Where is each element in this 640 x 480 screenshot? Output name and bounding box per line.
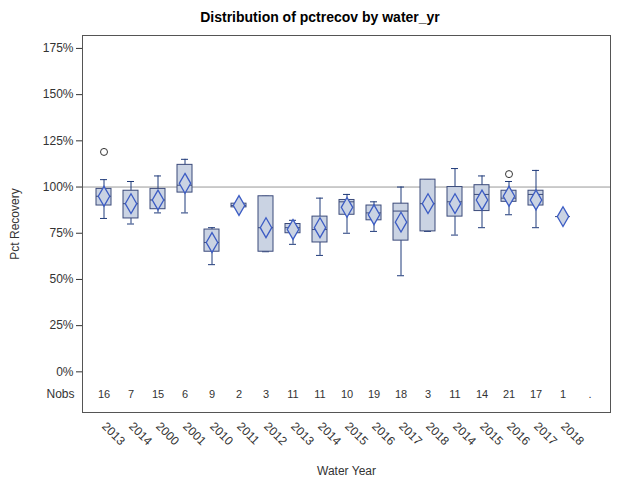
svg-text:175%: 175% [43,41,74,55]
svg-text:2015: 2015 [477,419,506,448]
svg-text:7: 7 [128,388,134,400]
svg-text:2017: 2017 [531,419,560,448]
svg-text:2014: 2014 [126,419,155,448]
svg-text:2010: 2010 [207,419,236,448]
svg-text:.: . [588,388,591,400]
svg-text:2016: 2016 [504,419,533,448]
svg-text:2013: 2013 [288,419,317,448]
svg-text:9: 9 [209,388,215,400]
svg-text:100%: 100% [43,180,74,194]
svg-text:18: 18 [395,388,407,400]
svg-text:21: 21 [503,388,515,400]
svg-text:2: 2 [236,388,242,400]
svg-text:6: 6 [182,388,188,400]
svg-text:2014: 2014 [315,419,344,448]
svg-text:0%: 0% [56,365,74,379]
svg-text:2018: 2018 [558,419,587,448]
svg-text:1: 1 [560,388,566,400]
svg-text:Water Year: Water Year [317,464,376,478]
svg-text:16: 16 [98,388,110,400]
svg-text:2013: 2013 [99,419,128,448]
svg-text:2011: 2011 [234,419,262,447]
svg-text:75%: 75% [49,226,73,240]
svg-text:Pct Recovery: Pct Recovery [8,188,22,259]
svg-text:11: 11 [314,388,325,400]
svg-text:10: 10 [341,388,353,400]
svg-text:2014: 2014 [450,419,479,448]
svg-text:2012: 2012 [261,419,290,448]
svg-text:50%: 50% [49,272,73,286]
svg-text:11: 11 [287,388,298,400]
svg-text:25%: 25% [49,318,73,332]
svg-text:17: 17 [530,388,542,400]
svg-text:3: 3 [425,388,431,400]
html-text:Distribution of pctrecov by wa: Distribution of pctrecov by water_yr [200,9,440,25]
svg-text:2015: 2015 [342,419,371,448]
svg-text:19: 19 [368,388,380,400]
svg-text:2016: 2016 [369,419,398,448]
svg-text:11: 11 [449,388,460,400]
svg-text:15: 15 [152,388,164,400]
svg-text:3: 3 [263,388,269,400]
svg-text:Nobs: Nobs [46,387,74,401]
svg-text:2001: 2001 [180,419,209,448]
svg-text:2017: 2017 [396,419,425,448]
svg-text:2018: 2018 [423,419,452,448]
svg-text:2000: 2000 [153,419,182,448]
svg-text:14: 14 [476,388,488,400]
svg-text:125%: 125% [43,134,74,148]
svg-text:150%: 150% [43,87,74,101]
